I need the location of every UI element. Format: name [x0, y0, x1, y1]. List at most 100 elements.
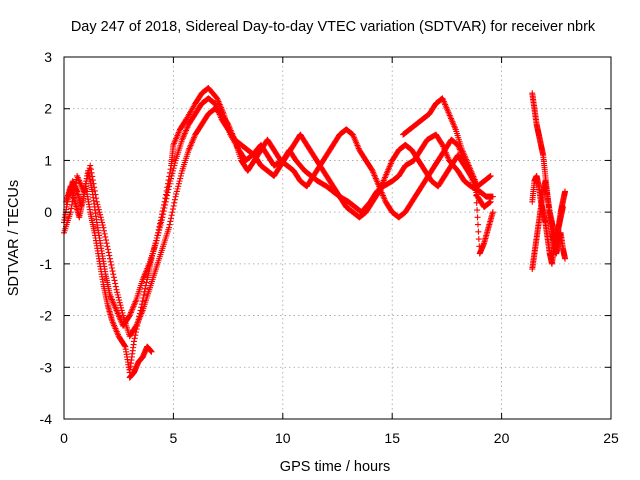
- data-point: [87, 162, 94, 169]
- data-point: [72, 183, 79, 190]
- data-point: [115, 294, 122, 301]
- data-point: [112, 283, 119, 290]
- data-point: [438, 140, 445, 147]
- data-point: [90, 180, 97, 187]
- data-point: [83, 175, 90, 182]
- data-point: [88, 169, 95, 176]
- data-point: [105, 249, 112, 256]
- x-tick-label: 15: [384, 430, 400, 446]
- data-point: [472, 178, 479, 185]
- data-point: [104, 243, 111, 250]
- x-axis-label: GPS time / hours: [280, 459, 390, 475]
- data-point: [104, 246, 111, 253]
- data-point: [164, 192, 171, 199]
- data-point: [142, 285, 149, 292]
- data-point: [71, 187, 78, 194]
- data-point: [562, 255, 569, 262]
- data-point: [177, 175, 184, 182]
- data-point: [172, 193, 179, 200]
- data-point: [156, 227, 163, 234]
- data-point: [91, 184, 98, 191]
- data-point: [69, 198, 76, 205]
- series-track-G: [529, 172, 566, 267]
- axis-ticks: [63, 56, 612, 420]
- y-axis-label: SDTVAR / TECUs: [6, 180, 22, 296]
- chart-title: Day 247 of 2018, Sidereal Day-to-day VTE…: [71, 19, 596, 35]
- data-point: [95, 203, 102, 210]
- data-point: [168, 172, 175, 179]
- data-point: [100, 224, 107, 231]
- data-point: [86, 165, 93, 172]
- data-point: [166, 221, 173, 228]
- data-point: [163, 195, 170, 202]
- y-tick-label: 2: [44, 101, 52, 117]
- plot-frame: [63, 56, 612, 420]
- data-point: [131, 335, 138, 342]
- data-point: [94, 201, 101, 208]
- data-point: [106, 255, 113, 262]
- data-point: [167, 218, 174, 225]
- data-point: [70, 191, 77, 198]
- data-point: [83, 178, 90, 185]
- y-tick-label: -1: [40, 256, 53, 272]
- data-point: [154, 232, 161, 239]
- x-tick-label: 20: [494, 430, 510, 446]
- data-point: [148, 348, 155, 355]
- data-point: [121, 342, 128, 349]
- data-point: [119, 309, 126, 316]
- data-point: [93, 198, 100, 205]
- data-point: [474, 214, 481, 221]
- series-track-C: [61, 105, 494, 340]
- data-point: [82, 183, 89, 190]
- data-point: [162, 198, 169, 205]
- data-point: [108, 261, 115, 268]
- data-point: [175, 183, 182, 190]
- data-point: [114, 291, 121, 298]
- data-point: [177, 172, 184, 179]
- data-point: [103, 240, 110, 247]
- data-point: [132, 323, 139, 330]
- data-point: [167, 215, 174, 222]
- data-point: [80, 188, 87, 195]
- data-point: [68, 201, 75, 208]
- data-point: [82, 180, 89, 187]
- data-point: [169, 170, 176, 177]
- data-point: [167, 178, 174, 185]
- data-point: [166, 224, 173, 231]
- data-point: [143, 279, 150, 286]
- y-tick-label: -4: [40, 411, 53, 427]
- data-point: [97, 214, 104, 221]
- data-point: [158, 216, 165, 223]
- data-point: [473, 199, 480, 206]
- data-point: [89, 173, 96, 180]
- data-point: [474, 221, 481, 228]
- data-point: [158, 219, 165, 226]
- data-point: [91, 187, 98, 194]
- y-tick-labels: -4 -3 -2 -1 0 1 2 3: [40, 49, 53, 427]
- data-point: [487, 198, 494, 205]
- data-point: [116, 297, 123, 304]
- data-point: [95, 206, 102, 213]
- data-point: [89, 177, 96, 184]
- data-point: [173, 188, 180, 195]
- data-point: [474, 207, 481, 214]
- data-point: [139, 298, 146, 305]
- data-point: [161, 205, 168, 212]
- data-point: [111, 277, 118, 284]
- data-point: [125, 313, 132, 320]
- data-point: [489, 209, 496, 216]
- data-point: [106, 252, 113, 259]
- series-track-D: [126, 95, 496, 381]
- data-point: [166, 183, 173, 190]
- series-track-B: [63, 95, 494, 329]
- data-point: [103, 237, 110, 244]
- series-track-F: [529, 90, 569, 262]
- y-tick-label: -3: [40, 359, 53, 375]
- data-point: [171, 199, 178, 206]
- data-point: [562, 188, 569, 195]
- y-tick-label: -2: [40, 308, 53, 324]
- data-point: [156, 224, 163, 231]
- data-point: [173, 191, 180, 198]
- data-point: [155, 229, 162, 236]
